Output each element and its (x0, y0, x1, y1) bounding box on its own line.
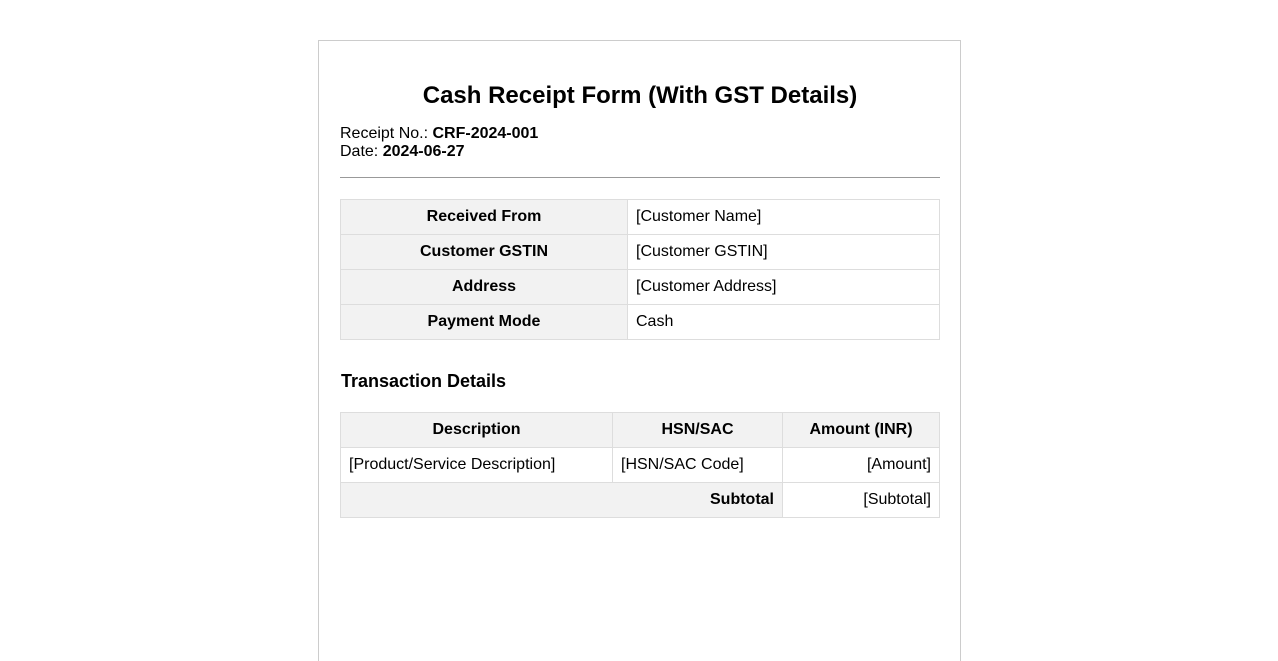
divider (340, 177, 940, 178)
subtotal-value: [Subtotal] (782, 482, 940, 518)
column-header: Amount (INR) (782, 412, 940, 448)
table-row: Customer GSTIN [Customer GSTIN] (340, 234, 940, 270)
description-cell: [Product/Service Description] (340, 447, 613, 483)
table-row: Payment Mode Cash (340, 304, 940, 340)
table-row: Address [Customer Address] (340, 269, 940, 305)
receipt-number-label: Receipt No.: (340, 125, 429, 142)
receipt-date-label: Date: (340, 143, 379, 160)
receipt-meta: Receipt No.: CRF-2024-001 Date: 2024-06-… (340, 125, 940, 161)
column-header: Description (340, 412, 613, 448)
row-value: Cash (627, 304, 940, 340)
receipt-number-value: CRF-2024-001 (432, 125, 539, 142)
subtotal-row: Subtotal [Subtotal] (340, 482, 940, 518)
row-label: Received From (340, 199, 628, 235)
table-row: Received From [Customer Name] (340, 199, 940, 235)
row-label: Customer GSTIN (340, 234, 628, 270)
page-title: Cash Receipt Form (With GST Details) (422, 82, 858, 109)
receipt-date-value: 2024-06-27 (382, 143, 465, 160)
row-value: [Customer Address] (627, 269, 940, 305)
customer-info-table: Received From [Customer Name] Customer GS… (340, 199, 940, 340)
receipt-form: Cash Receipt Form (With GST Details) Rec… (318, 40, 961, 661)
table-header-row: Description HSN/SAC Amount (INR) (340, 412, 940, 448)
amount-cell: [Amount] (782, 447, 940, 483)
receipt-date: Date: 2024-06-27 (340, 143, 940, 161)
table-row: [Product/Service Description] [HSN/SAC C… (340, 447, 940, 483)
row-label: Address (340, 269, 628, 305)
column-header: HSN/SAC (612, 412, 783, 448)
receipt-number: Receipt No.: CRF-2024-001 (340, 125, 940, 143)
row-label: Payment Mode (340, 304, 628, 340)
subtotal-label: Subtotal (340, 482, 783, 518)
section-heading: Transaction Details (341, 371, 507, 391)
hsn-cell: [HSN/SAC Code] (612, 447, 783, 483)
transaction-table: Description HSN/SAC Amount (INR) [Produc… (340, 412, 940, 518)
row-value: [Customer GSTIN] (627, 234, 940, 270)
row-value: [Customer Name] (627, 199, 940, 235)
